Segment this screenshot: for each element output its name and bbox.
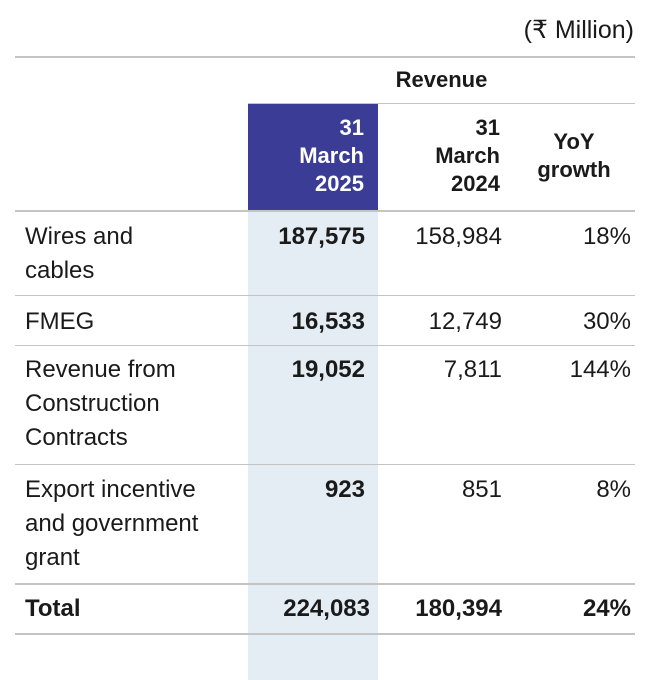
row-label-line: cables	[25, 257, 95, 284]
value-yoy: 144%	[569, 356, 631, 383]
column-header-2024-line: 2024	[451, 171, 500, 196]
value-2024: 7,811	[443, 356, 502, 383]
total-2024: 180,394	[415, 595, 502, 622]
total-2025: 224,083	[283, 595, 370, 622]
value-2024: 158,984	[415, 223, 502, 250]
row-label-line: and government	[25, 510, 199, 537]
column-header-yoy-line: growth	[537, 157, 611, 182]
value-2024: 851	[461, 476, 502, 503]
value-2025: 187,575	[278, 223, 365, 250]
header-bottom-rule	[15, 210, 635, 212]
column-header-2025: 31 March 2025	[248, 114, 378, 198]
row-divider	[15, 464, 635, 465]
table-top-rule	[15, 56, 635, 58]
highlight-header-2025	[248, 104, 378, 210]
table-bottom-rule	[15, 633, 635, 635]
column-header-yoy: YoY growth	[513, 128, 635, 184]
value-yoy: 30%	[582, 308, 631, 335]
row-label: FMEG	[25, 305, 245, 339]
value-yoy: 8%	[596, 476, 631, 503]
value-2025: 923	[324, 476, 365, 503]
value-2025: 16,533	[291, 308, 365, 335]
total-top-rule	[15, 583, 635, 585]
row-label-line: FMEG	[25, 308, 95, 335]
value-2024: 12,749	[428, 308, 502, 335]
row-label-line: Construction	[25, 390, 160, 417]
revenue-group-header: Revenue	[395, 67, 488, 92]
column-header-2025-line: March	[299, 143, 364, 168]
row-label-line: Contracts	[25, 424, 128, 451]
column-header-2024-line: March	[435, 143, 500, 168]
row-label-line: Wires and	[25, 223, 134, 250]
row-label-line: grant	[25, 544, 80, 571]
row-label-line: Revenue from	[25, 356, 176, 383]
group-header-rule	[248, 103, 635, 104]
column-header-2025-line: 31	[339, 115, 364, 140]
row-label: Wires and cables	[25, 220, 245, 288]
row-divider	[15, 345, 635, 346]
total-yoy: 24%	[582, 595, 631, 622]
column-header-2025-line: 2025	[315, 171, 364, 196]
row-label: Revenue from Construction Contracts	[25, 353, 245, 455]
unit-note: (₹ Million)	[523, 16, 634, 44]
row-label: Export incentive and government grant	[25, 473, 245, 575]
total-label: Total	[25, 595, 81, 622]
row-label-line: Export incentive	[25, 476, 196, 503]
value-2025: 19,052	[291, 356, 365, 383]
value-yoy: 18%	[582, 223, 631, 250]
column-header-2024: 31 March 2024	[378, 114, 510, 198]
column-header-yoy-line: YoY	[553, 129, 595, 154]
column-header-2024-line: 31	[475, 115, 500, 140]
row-divider	[15, 295, 635, 296]
